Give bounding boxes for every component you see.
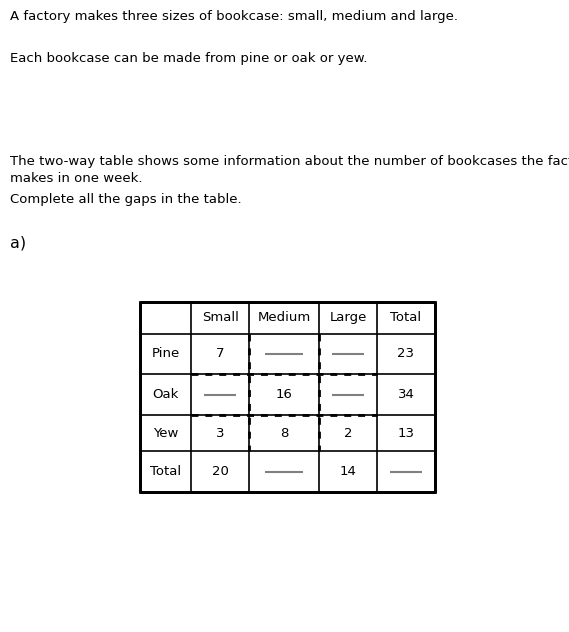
Text: Small: Small xyxy=(202,312,239,324)
Text: 8: 8 xyxy=(280,427,288,440)
Bar xyxy=(140,302,435,492)
Text: Pine: Pine xyxy=(151,348,180,360)
Text: 3: 3 xyxy=(216,427,225,440)
Text: Yew: Yew xyxy=(153,427,178,440)
Text: Total: Total xyxy=(150,465,182,478)
Text: 23: 23 xyxy=(398,348,414,360)
Text: A factory makes three sizes of bookcase: small, medium and large.: A factory makes three sizes of bookcase:… xyxy=(10,10,458,23)
Text: 7: 7 xyxy=(216,348,225,360)
Text: 16: 16 xyxy=(276,388,292,401)
Text: 20: 20 xyxy=(212,465,229,478)
Text: Total: Total xyxy=(390,312,422,324)
Text: 14: 14 xyxy=(340,465,356,478)
Text: Each bookcase can be made from pine or oak or yew.: Each bookcase can be made from pine or o… xyxy=(10,52,368,65)
Text: 34: 34 xyxy=(398,388,414,401)
Text: makes in one week.: makes in one week. xyxy=(10,172,142,185)
Text: 2: 2 xyxy=(344,427,352,440)
Text: a): a) xyxy=(10,235,26,250)
Text: Large: Large xyxy=(329,312,366,324)
Text: 13: 13 xyxy=(398,427,414,440)
Text: Oak: Oak xyxy=(152,388,179,401)
Text: Medium: Medium xyxy=(258,312,311,324)
Text: The two-way table shows some information about the number of bookcases the facto: The two-way table shows some information… xyxy=(10,155,569,168)
Text: Complete all the gaps in the table.: Complete all the gaps in the table. xyxy=(10,193,242,206)
